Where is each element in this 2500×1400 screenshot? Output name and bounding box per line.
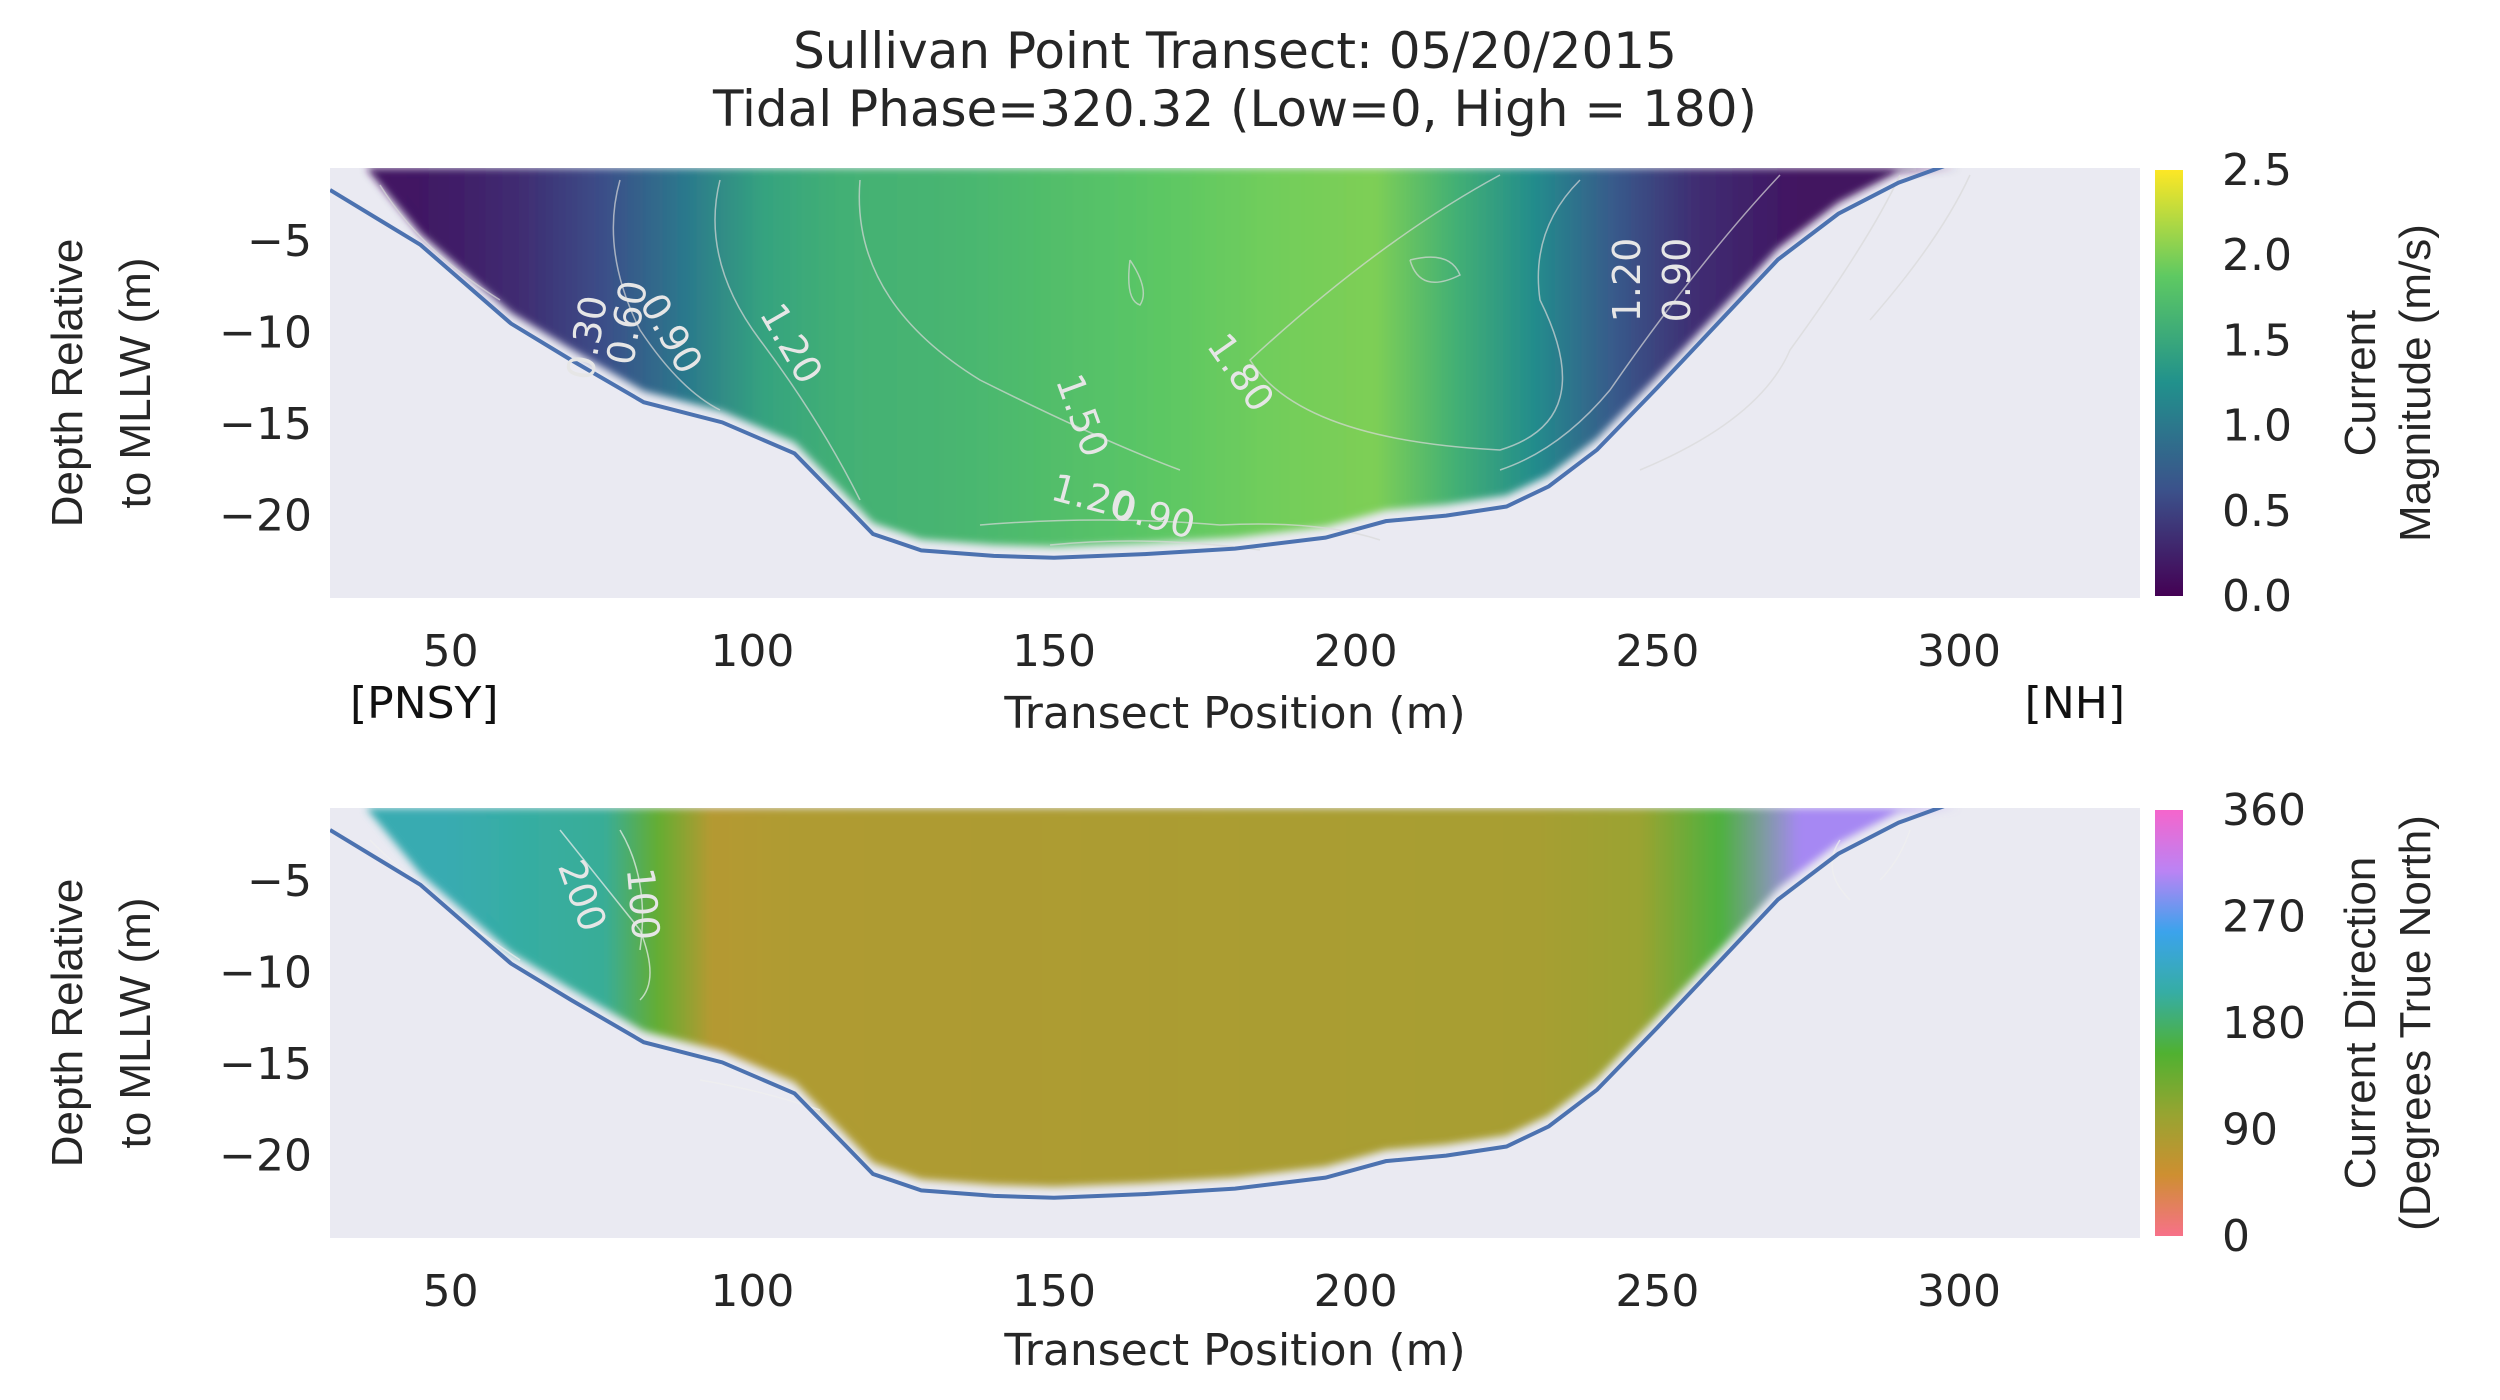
y-tick-label: −5 [247, 856, 312, 907]
contour-line [858, 179, 1181, 471]
contour-line [1128, 259, 1145, 306]
colorbar-label-line1: Current [2336, 310, 2385, 457]
x-tick-label: 200 [1314, 1266, 1398, 1317]
contour-line [714, 179, 861, 501]
contour-lines [379, 174, 1971, 551]
contour-line [1639, 174, 1901, 471]
colorbar-tick-label: 360 [2222, 785, 2306, 836]
y-axis-label-line2: to MLLW (m) [111, 898, 160, 1149]
x-tick-label: 300 [1917, 1266, 2001, 1317]
y-tick-label: −10 [219, 948, 312, 999]
y-tick-label: −5 [247, 216, 312, 267]
x-tick-labels: 50 100 150 200 250 300 [423, 626, 2001, 677]
contour-line [979, 519, 1381, 541]
chart-title-line2: Tidal Phase=320.32 (Low=0, High = 180) [712, 80, 1758, 138]
x-tick-label: 250 [1615, 1266, 1699, 1317]
y-tick-label: −10 [219, 308, 312, 359]
direction-panel: 200 100 50 100 150 200 250 300 −5 −10 −15 −20 Tra… [43, 785, 2440, 1376]
y-axis-label-line2: to MLLW (m) [111, 258, 160, 509]
colorbar-label-line2: Magnitude (m/s) [2391, 224, 2440, 542]
x-tick-label: 100 [710, 626, 794, 677]
x-tick-label: 150 [1012, 1266, 1096, 1317]
contour-line [379, 184, 501, 301]
x-tick-label: 50 [423, 1266, 479, 1317]
bathymetry-line [330, 808, 1945, 1200]
x-tick-label: 50 [423, 626, 479, 677]
x-axis-label: Transect Position (m) [1003, 1325, 1465, 1376]
x-tick-label: 150 [1012, 626, 1096, 677]
colorbar-tick-labels: 0 90 180 270 360 [2222, 785, 2306, 1262]
bathymetry-line [330, 168, 1945, 560]
x-tick-label: 300 [1917, 626, 2001, 677]
contour-label: 1.20 [1605, 238, 1649, 323]
contour-line [1879, 829, 1911, 881]
x-tick-label: 250 [1615, 626, 1699, 677]
x-tick-label: 100 [710, 1266, 794, 1317]
colorbar-tick-label: 0.0 [2222, 571, 2292, 622]
colorbar-tick-label: 1.5 [2222, 315, 2292, 366]
x-tick-labels: 50 100 150 200 250 300 [423, 1266, 2001, 1317]
direction-field [366, 808, 1960, 1187]
colorbar-tick-label: 270 [2222, 892, 2306, 943]
direction-colorbar [2155, 810, 2183, 1236]
y-axis-label-line1: Depth Relative [43, 239, 92, 528]
y-axis-label-line1: Depth Relative [43, 879, 92, 1168]
magnitude-panel: 0.300.600.90 1.201.50 1.801.200.901.20 0.90… [43, 145, 2440, 739]
magnitude-colorbar [2155, 170, 2183, 596]
colorbar-label-line1: Current Direction [2336, 857, 2385, 1190]
contour-line [612, 179, 721, 411]
magnitude-field [366, 168, 1960, 547]
colorbar-tick-labels: 0.0 0.5 1.0 1.5 2.0 2.5 [2222, 145, 2292, 622]
contour-line [559, 829, 651, 1001]
y-tick-labels: −5 −10 −15 −20 [219, 216, 312, 541]
contour-line [1869, 174, 1971, 321]
contour-line [1409, 256, 1461, 283]
y-tick-labels: −5 −10 −15 −20 [219, 856, 312, 1181]
colorbar-tick-label: 2.0 [2222, 230, 2292, 281]
x-tick-label: 200 [1314, 626, 1398, 677]
colorbar-tick-label: 2.5 [2222, 145, 2292, 196]
contour-line [619, 829, 644, 951]
left-bank-label: [PNSY] [350, 678, 499, 729]
contour-line [1499, 174, 1781, 471]
colorbar-tick-label: 90 [2222, 1105, 2278, 1156]
y-tick-label: −15 [219, 399, 312, 450]
chart-title-line1: Sullivan Point Transect: 05/20/2015 [793, 22, 1677, 80]
right-bank-label: [NH] [2025, 678, 2125, 729]
contour-label: 100 [618, 866, 668, 942]
contour-label: 0.90 [1655, 238, 1699, 323]
contour-line [1831, 839, 1851, 901]
colorbar-tick-label: 180 [2222, 998, 2306, 1049]
colorbar-tick-label: 0.5 [2222, 486, 2292, 537]
y-tick-label: −15 [219, 1039, 312, 1090]
colorbar-tick-label: 0 [2222, 1211, 2250, 1262]
x-axis-label: Transect Position (m) [1003, 688, 1465, 739]
colorbar-tick-label: 1.0 [2222, 401, 2292, 452]
contour-line [1249, 174, 1581, 451]
y-tick-label: −20 [219, 491, 312, 542]
y-tick-label: −20 [219, 1131, 312, 1182]
colorbar-label-line2: (Degrees True North) [2391, 815, 2440, 1231]
